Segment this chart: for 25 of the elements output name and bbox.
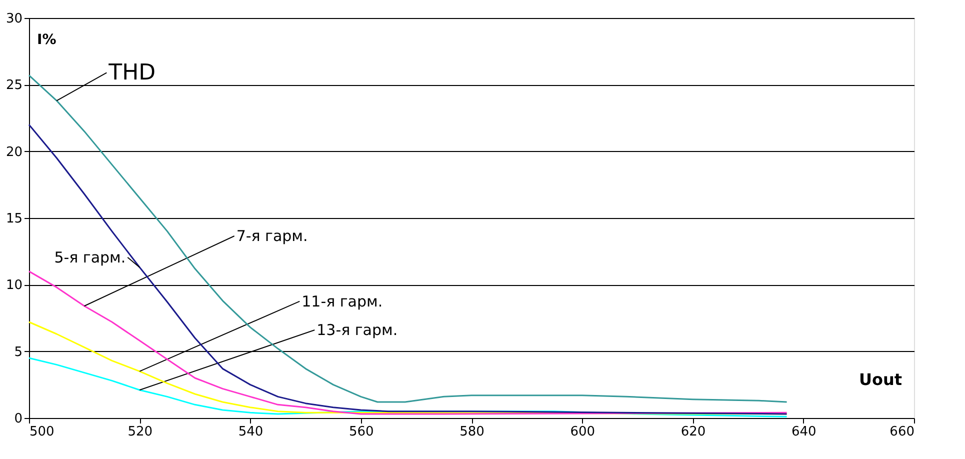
y-tick-label: 25: [6, 78, 22, 94]
text: 7-я гарм.: [236, 227, 308, 245]
y-tick-label: 10: [6, 278, 22, 294]
x-tick-label: 580: [460, 424, 484, 440]
x-tick-label: 540: [238, 424, 264, 440]
y-tick-label: 20: [6, 144, 22, 160]
x-axis-title: Uout: [858, 370, 902, 389]
line-series: [28, 124, 788, 415]
y-tick-label: 0: [14, 412, 22, 426]
text: 13-я гарм.: [316, 321, 398, 339]
x-tick-label: 500: [30, 424, 54, 440]
x-tick-label: 660: [890, 424, 914, 440]
x-tick-label: 520: [128, 424, 153, 440]
text: 11-я гарм.: [302, 292, 383, 310]
y-tick-label: 5: [14, 344, 22, 360]
x-tick-label: 640: [791, 424, 816, 440]
x-tick-label: 620: [680, 424, 706, 440]
line-series: [28, 270, 788, 415]
x-tick-label: 560: [348, 424, 374, 440]
series-label: 5-я гарм.: [54, 248, 126, 266]
x-tick-label: 600: [570, 424, 596, 440]
text: THD: [108, 60, 156, 86]
y-axis-title: I%: [37, 32, 56, 48]
y-tick-label: 15: [6, 212, 22, 226]
y-tick-label: 30: [6, 12, 22, 26]
